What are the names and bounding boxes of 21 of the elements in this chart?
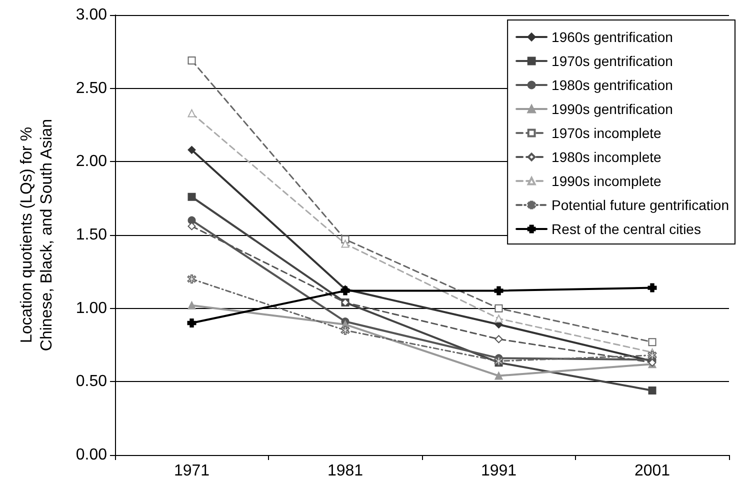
x-tick-label: 1981 — [327, 462, 364, 480]
x-tick-label: 2001 — [634, 462, 670, 480]
legend-label: Potential future gentrification — [552, 197, 730, 213]
y-tick-label: 2.00 — [76, 153, 108, 170]
x-tick-label: 1971 — [174, 462, 210, 480]
legend-label: 1980s incomplete — [552, 149, 662, 165]
legend-label: 1990s incomplete — [552, 173, 662, 189]
legend-label: 1970s incomplete — [552, 125, 662, 141]
y-tick-label: 0.50 — [76, 373, 108, 390]
legend-label: 1960s gentrification — [552, 29, 673, 45]
y-tick-label: 1.50 — [76, 226, 108, 244]
legend-label: 1970s gentrification — [552, 53, 673, 69]
legend-label: 1980s gentrification — [552, 77, 673, 93]
legend-label: Rest of the central cities — [552, 221, 701, 237]
y-tick-label: 0.00 — [76, 446, 108, 464]
y-tick-label: 3.00 — [76, 6, 108, 24]
legend-label: 1990s gentrification — [552, 101, 673, 117]
y-tick-label: 2.50 — [76, 80, 108, 97]
y-axis-title: Location quotients (LQs) for % Chinese, Black, and South Asian — [18, 118, 56, 352]
y-tick-label: 1.00 — [76, 300, 108, 317]
x-tick-label: 1991 — [480, 462, 517, 480]
